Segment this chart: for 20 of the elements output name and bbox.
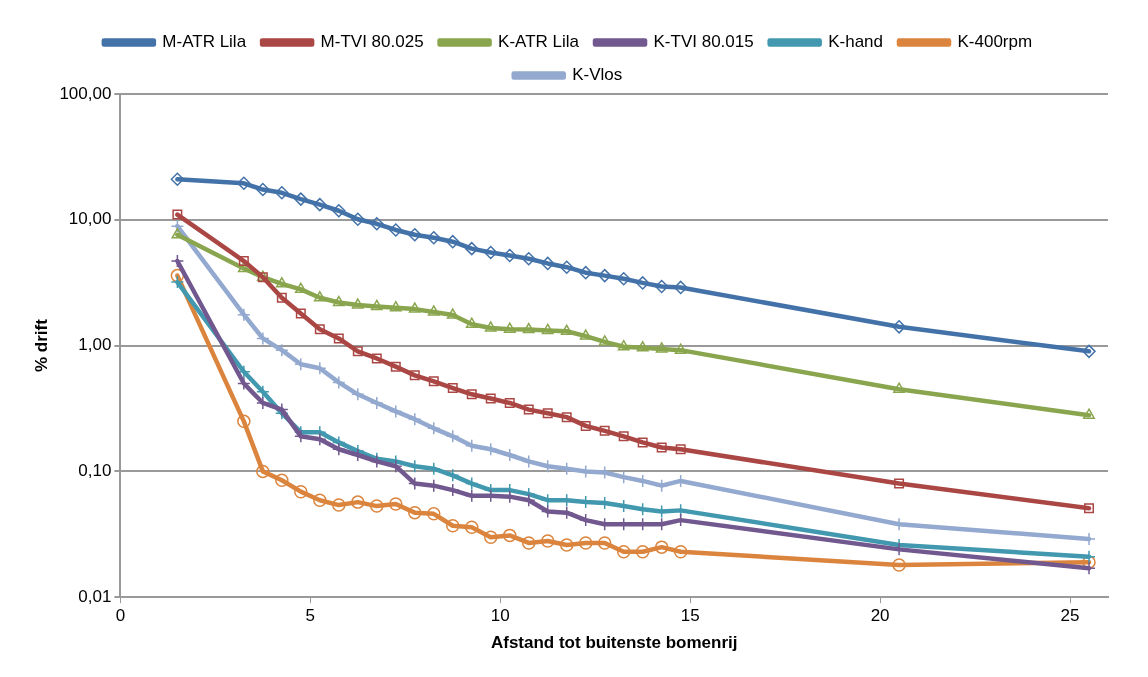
x-tick-label: 5 (305, 606, 316, 626)
y-tick-label: 0,01 (78, 586, 112, 606)
legend-label: M-ATR Lila (162, 32, 247, 52)
y-tick-label: 100,00 (59, 83, 112, 103)
legend-label: K-Vlos (572, 65, 623, 85)
x-tick-label: 0 (115, 606, 126, 626)
legend-label: K-400rpm (957, 32, 1033, 52)
legend-label: K-hand (828, 32, 884, 52)
legend-label: M-TVI 80.025 (320, 32, 424, 52)
x-axis-title: Afstand tot buitenste bomenrij (490, 633, 738, 653)
x-tick-label: 25 (1060, 606, 1080, 626)
legend-label: K-TVI 80.015 (653, 32, 754, 52)
legend-label: K-ATR Lila (498, 32, 580, 52)
x-tick-label: 15 (680, 606, 700, 626)
x-tick-label: 20 (870, 606, 890, 626)
y-tick-label: 10,00 (68, 209, 112, 229)
y-axis-title: % drift (31, 318, 51, 373)
y-tick-label: 0,10 (78, 461, 112, 481)
x-tick-label: 10 (490, 606, 510, 626)
y-tick-label: 1,00 (78, 335, 112, 355)
